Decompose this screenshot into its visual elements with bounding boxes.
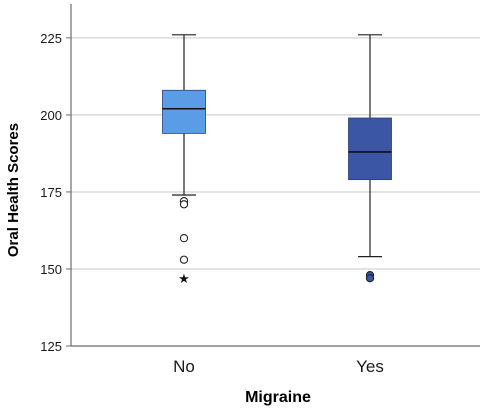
x-tick-label: No — [173, 357, 195, 376]
y-axis-label: Oral Health Scores — [5, 123, 22, 257]
outlier-point — [179, 200, 189, 209]
x-axis-label: Migraine — [245, 389, 311, 406]
y-tick-label: 225 — [40, 31, 62, 46]
box-yes — [348, 34, 392, 283]
y-tick-label: 125 — [40, 339, 62, 354]
boxes: ★ — [162, 34, 392, 286]
gridlines — [66, 37, 480, 347]
y-tick-label: 200 — [40, 108, 62, 123]
y-tick-label: 175 — [40, 185, 62, 200]
x-tick-labels: No Yes — [173, 357, 384, 376]
extreme-point: ★ — [178, 271, 190, 286]
x-tick-label: Yes — [356, 357, 384, 376]
outlier-point — [365, 274, 375, 283]
outlier-point — [179, 234, 189, 243]
y-tick-labels: 125 150 175 200 225 — [40, 31, 62, 354]
iqr-box — [348, 117, 392, 181]
outlier-point — [179, 255, 189, 264]
iqr-box — [162, 89, 206, 134]
y-tick-label: 150 — [40, 262, 62, 277]
box-no: ★ — [162, 34, 206, 286]
